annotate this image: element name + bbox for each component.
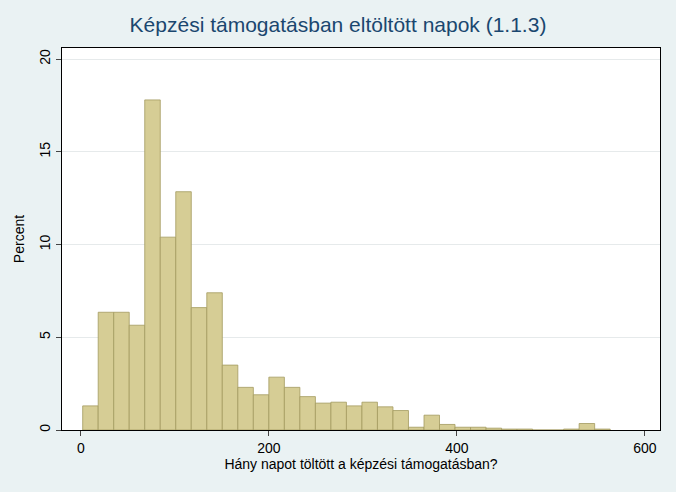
svg-text:600: 600	[633, 440, 657, 456]
svg-text:15: 15	[37, 142, 53, 158]
svg-text:Percent: Percent	[11, 215, 27, 263]
svg-text:400: 400	[445, 440, 469, 456]
svg-text:0: 0	[77, 440, 85, 456]
svg-text:0: 0	[37, 424, 53, 432]
svg-text:Képzési támogatásban eltöltött: Képzési támogatásban eltöltött napok (1.…	[130, 13, 547, 36]
svg-text:200: 200	[257, 440, 281, 456]
svg-text:10: 10	[37, 234, 53, 250]
svg-text:5: 5	[37, 331, 53, 339]
svg-text:Hány napot töltött a képzési t: Hány napot töltött a képzési támogatásba…	[224, 456, 497, 472]
svg-text:20: 20	[37, 49, 53, 65]
